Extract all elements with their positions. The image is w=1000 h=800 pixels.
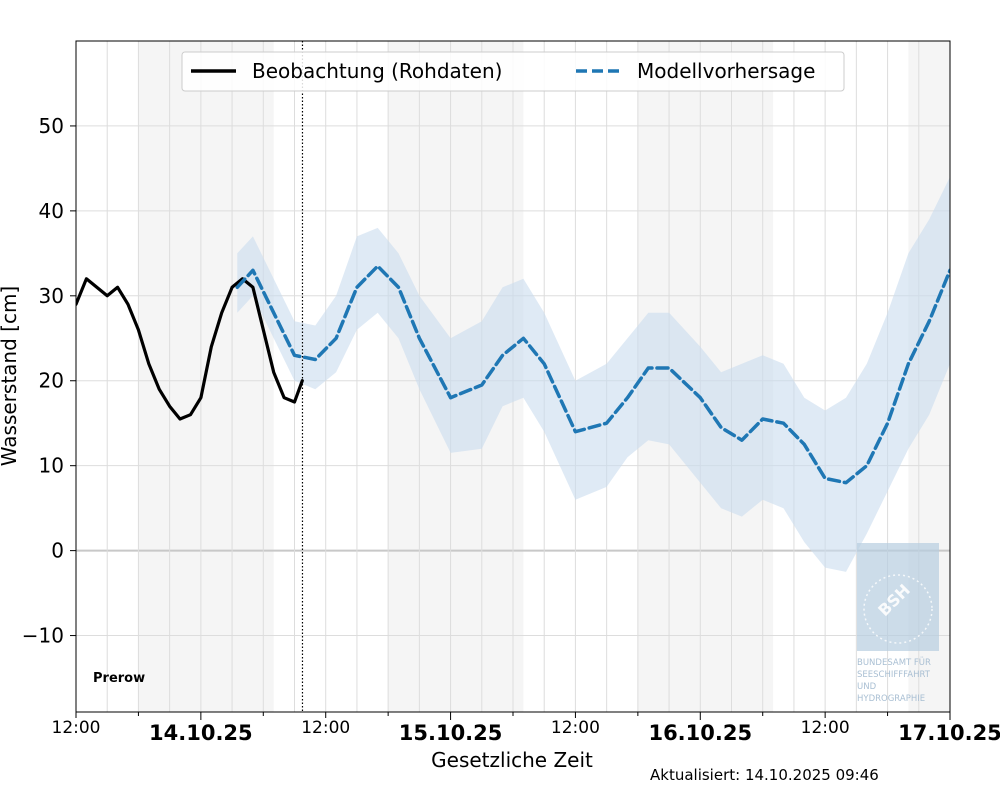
station-label: Prerow bbox=[93, 671, 145, 686]
y-tick-label: 0 bbox=[51, 539, 64, 563]
y-tick-label: 10 bbox=[39, 454, 64, 478]
bsh-logo: BSH BUNDESAMT FÜR SEESCHIFFFAHRT UND HYD… bbox=[857, 543, 939, 704]
y-tick-label: 30 bbox=[39, 284, 64, 308]
x-axis-title: Gesetzliche Zeit bbox=[431, 748, 593, 772]
forecast-line bbox=[235, 264, 950, 485]
uncertainty-band-layer bbox=[237, 176, 950, 572]
legend: Beobachtung (Rohdaten) Modellvorhersage bbox=[181, 51, 845, 92]
x-tick-label: 16.10.25 bbox=[648, 721, 752, 745]
x-tick-label: 12:00 bbox=[551, 718, 600, 738]
axes-layer: −10 0 10 20 30 40 50 12:00 14.10.25 12:00 15.10.25… bbox=[22, 114, 1000, 745]
bsh-logo-line-2: SEESCHIFFFAHRT bbox=[857, 670, 931, 680]
legend-box bbox=[181, 51, 845, 92]
x-tick-label: 12:00 bbox=[52, 718, 101, 738]
legend-label-forecast: Modellvorhersage bbox=[637, 59, 815, 83]
legend-label-observation: Beobachtung (Rohdaten) bbox=[252, 59, 502, 83]
x-tick-label: 12:00 bbox=[301, 718, 350, 738]
x-tick-label: 14.10.25 bbox=[149, 721, 253, 745]
bsh-logo-ring bbox=[863, 574, 933, 644]
x-tick-label: 15.10.25 bbox=[399, 721, 503, 745]
plot-frame bbox=[75, 40, 951, 713]
x-tick-label: 17.10.25 bbox=[898, 721, 1000, 745]
y-tick-label: 20 bbox=[39, 369, 64, 393]
y-axis-title: Wasserstand [cm] bbox=[0, 286, 21, 466]
y-tick-label: −10 bbox=[22, 624, 64, 648]
bsh-logo-box bbox=[857, 543, 939, 651]
series-layer bbox=[76, 264, 950, 485]
y-tick-label: 50 bbox=[39, 114, 64, 138]
bsh-logo-line-1: BUNDESAMT FÜR bbox=[857, 657, 931, 668]
observation-line bbox=[76, 277, 304, 421]
y-tick-label: 40 bbox=[39, 199, 64, 223]
bsh-logo-line-3: UND bbox=[857, 682, 877, 692]
bsh-logo-line-4: HYDROGRAPHIE bbox=[857, 694, 925, 704]
uncertainty-band bbox=[237, 176, 950, 572]
updated-timestamp: Aktualisiert: 14.10.2025 09:46 bbox=[650, 766, 879, 784]
x-tick-label: 12:00 bbox=[801, 718, 850, 738]
